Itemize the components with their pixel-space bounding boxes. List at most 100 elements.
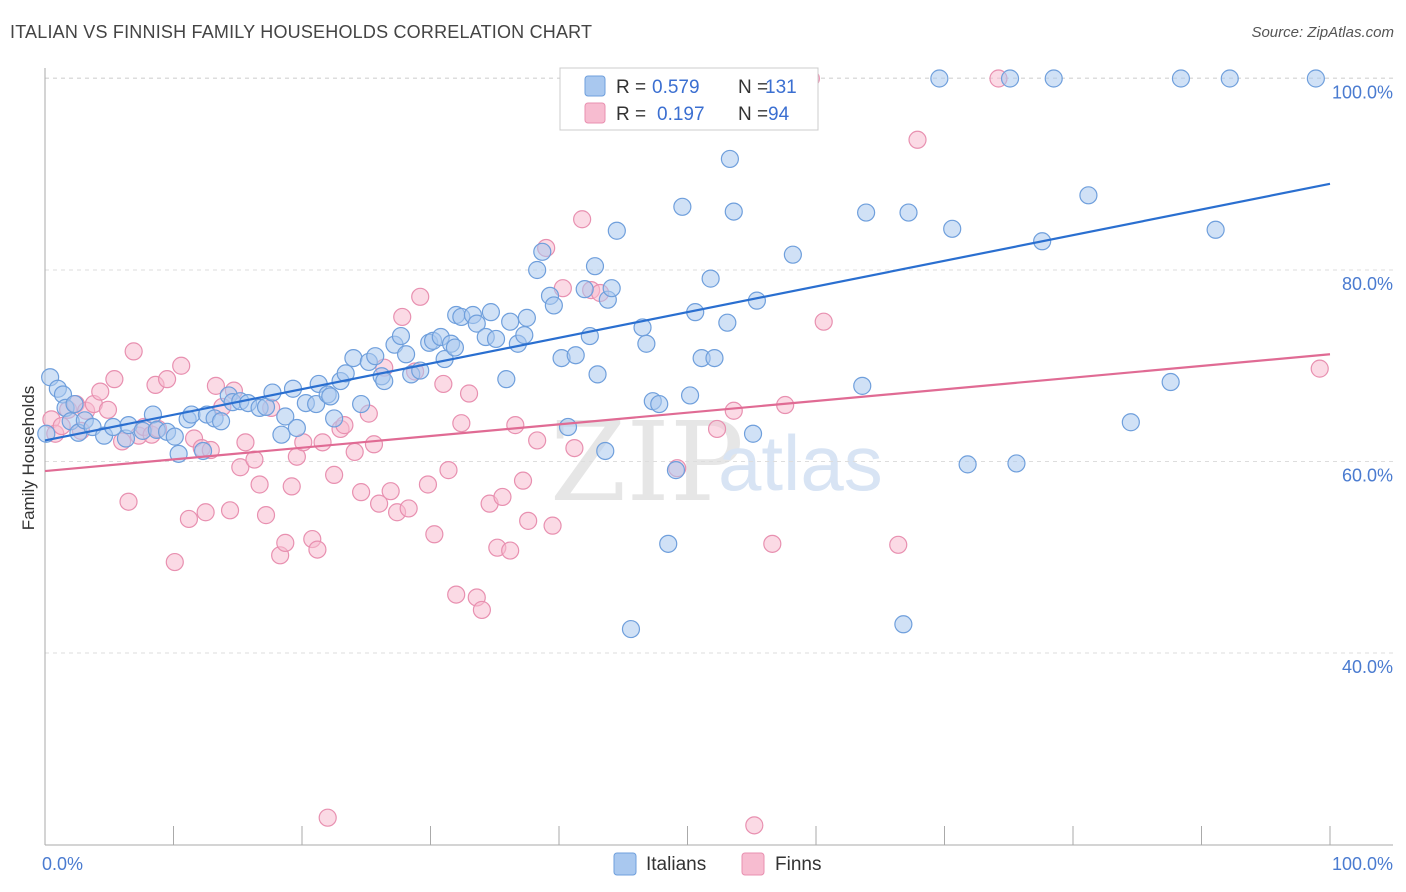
italians-point-66 — [481, 303, 500, 322]
finns-point-67 — [459, 384, 479, 403]
italians-point-86 — [602, 279, 621, 298]
italians-point-96 — [680, 386, 700, 405]
italians-r-value: 0.579 — [652, 77, 700, 98]
finns-point-53 — [370, 494, 389, 513]
italians-trend-line — [44, 182, 1331, 442]
finns-point-63 — [434, 374, 453, 394]
finns-point-66 — [452, 414, 471, 433]
finns-point-94 — [908, 130, 927, 149]
y-tick-label-100: 100.0% — [1332, 83, 1393, 103]
finns-point-86 — [707, 419, 727, 439]
italians-point-114 — [958, 455, 977, 474]
finns-point-52 — [364, 435, 384, 454]
finns-point-60 — [411, 287, 430, 306]
italians-point-93 — [659, 534, 678, 553]
watermark-atlas: atlas — [718, 419, 883, 507]
italians-point-116 — [1007, 454, 1026, 473]
italians-point-51 — [391, 326, 411, 346]
finns-point-82 — [573, 210, 592, 229]
finns-legend-swatch — [584, 102, 606, 124]
italians-point-68 — [497, 370, 516, 389]
italians-point-76 — [544, 296, 563, 315]
italians-point-88 — [621, 619, 641, 639]
finns-point-79 — [543, 516, 562, 535]
italians-point-44 — [344, 348, 363, 368]
finns-point-73 — [501, 541, 520, 560]
italians-point-45 — [352, 394, 371, 414]
finns-point-58 — [399, 499, 418, 518]
italians-point-49 — [375, 371, 394, 391]
finns-point-39 — [282, 477, 301, 496]
finns-point-62 — [425, 525, 444, 544]
italians-point-95 — [673, 197, 692, 216]
italians-bottom-swatch — [613, 852, 637, 876]
italians-point-69 — [501, 312, 520, 331]
italians-n-label: N = — [738, 77, 768, 98]
y-tick-label-80: 80.0% — [1342, 274, 1393, 294]
finns-point-89 — [763, 534, 782, 553]
italians-point-73 — [528, 260, 547, 280]
italians-point-40 — [321, 387, 340, 406]
finns-n-label: N = — [738, 104, 768, 125]
italians-point-111 — [899, 203, 918, 222]
italians-point-120 — [1121, 413, 1140, 432]
finns-point-88 — [745, 816, 764, 835]
finns-point-20 — [165, 552, 184, 572]
finns-n-value: 94 — [768, 104, 790, 125]
italians-point-47 — [366, 347, 385, 366]
italians-legend-label: Italians — [646, 854, 706, 875]
italians-point-24 — [211, 412, 231, 431]
italians-point-101 — [718, 313, 737, 332]
italians-point-33 — [276, 407, 295, 426]
y-tick-label-40: 40.0% — [1342, 657, 1393, 677]
finns-point-96 — [1310, 359, 1329, 378]
finns-point-45 — [318, 808, 337, 827]
italians-point-74 — [533, 242, 552, 261]
finns-point-8 — [91, 382, 110, 401]
finns-point-43 — [308, 540, 327, 559]
finns-point-25 — [196, 503, 215, 522]
italians-legend-swatch — [584, 75, 606, 97]
finns-point-27 — [206, 376, 226, 395]
finns-point-29 — [220, 501, 240, 520]
finns-point-12 — [119, 492, 138, 511]
italians-point-60 — [445, 338, 465, 357]
italians-point-121 — [1161, 372, 1180, 392]
italians-point-5 — [65, 394, 84, 414]
italians-point-124 — [1220, 69, 1239, 88]
italians-point-108 — [853, 376, 872, 395]
italians-point-83 — [588, 365, 607, 384]
italians-point-90 — [637, 334, 656, 353]
finns-point-92 — [814, 312, 833, 331]
finns-point-50 — [352, 483, 371, 502]
finns-trend-line — [44, 353, 1331, 473]
italians-point-109 — [857, 203, 876, 222]
finns-r-label: R = — [616, 104, 646, 125]
italians-point-52 — [396, 345, 416, 364]
finns-point-38 — [276, 533, 295, 552]
finns-point-19 — [157, 370, 177, 389]
finns-point-49 — [345, 442, 364, 462]
finns-r-value: 0.197 — [657, 104, 705, 125]
italians-point-87 — [607, 221, 626, 240]
italians-point-123 — [1206, 220, 1225, 239]
finns-point-13 — [124, 342, 143, 361]
finns-legend-label: Finns — [775, 854, 821, 875]
italians-point-100 — [705, 348, 724, 368]
italians-point-79 — [566, 346, 585, 365]
chart-title: ITALIAN VS FINNISH FAMILY HOUSEHOLDS COR… — [10, 22, 593, 42]
y-tick-label-60: 60.0% — [1342, 466, 1393, 486]
italians-point-112 — [930, 69, 949, 88]
finns-point-87 — [724, 401, 743, 420]
italians-point-126 — [37, 424, 56, 443]
finns-point-57 — [393, 307, 412, 327]
italians-point-104 — [743, 424, 763, 443]
source-credit: Source: ZipAtlas.com — [1251, 24, 1394, 41]
italians-point-115 — [1000, 69, 1020, 88]
finns-point-35 — [256, 506, 276, 525]
finns-point-74 — [506, 416, 525, 435]
axes — [44, 68, 1393, 846]
italians-point-82 — [585, 257, 605, 276]
italians-point-17 — [165, 427, 184, 446]
